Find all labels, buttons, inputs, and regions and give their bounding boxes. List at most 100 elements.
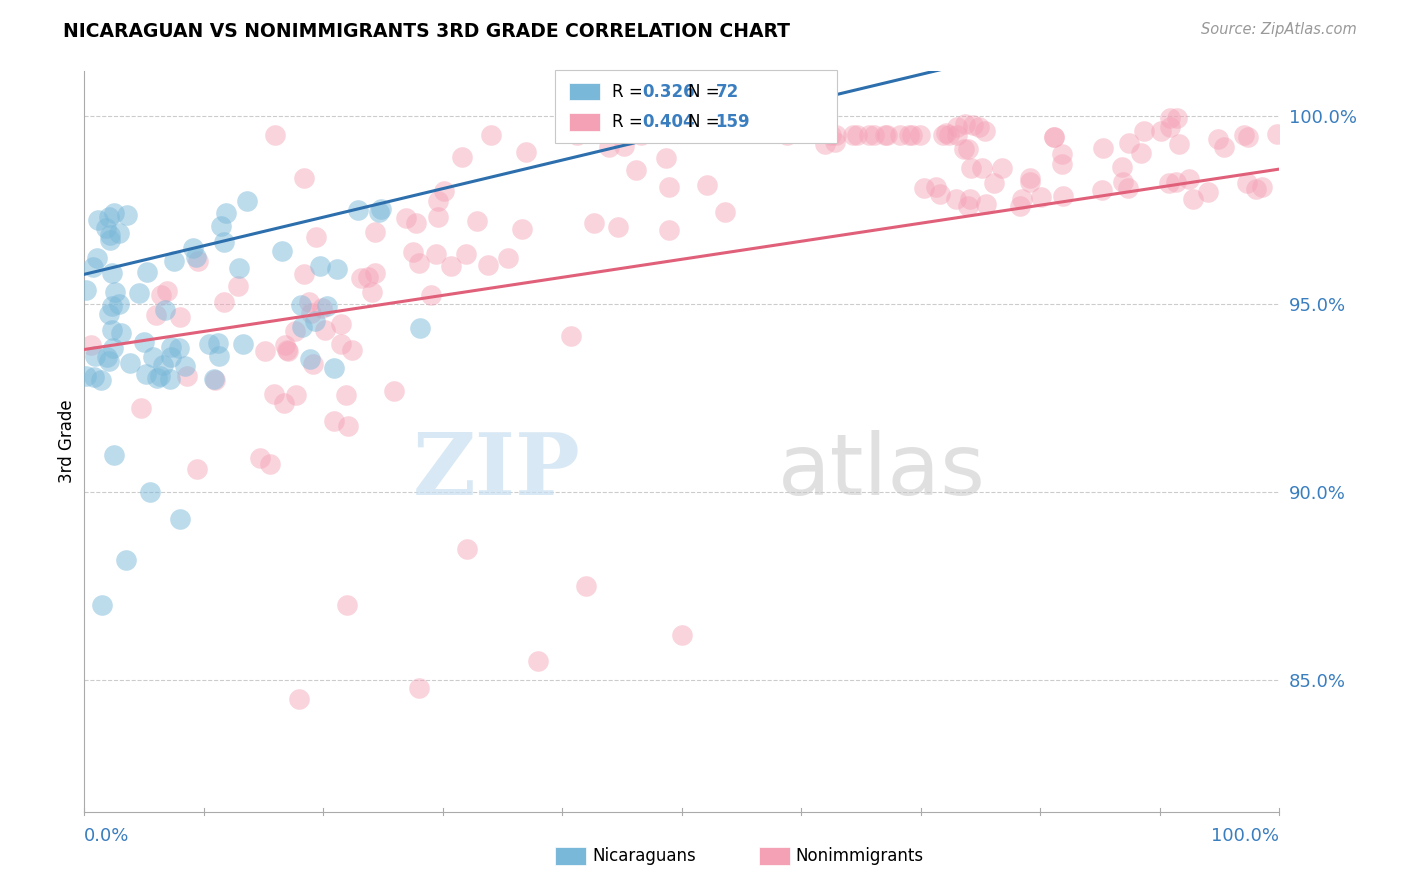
Point	[862, 128, 884, 143]
Point	[184, 250, 207, 264]
Point	[408, 681, 430, 695]
Point	[87, 213, 110, 227]
Point	[967, 120, 990, 135]
Point	[101, 323, 124, 337]
Point	[1091, 183, 1114, 197]
Point	[236, 194, 259, 208]
Point	[285, 388, 308, 402]
Point	[187, 253, 209, 268]
Point	[932, 128, 955, 143]
Point	[364, 266, 387, 280]
Point	[1237, 130, 1260, 145]
Point	[465, 214, 488, 228]
Point	[97, 211, 120, 225]
Point	[128, 285, 150, 300]
Y-axis label: 3rd Grade: 3rd Grade	[58, 400, 76, 483]
Point	[277, 344, 299, 359]
Point	[974, 196, 997, 211]
Point	[204, 374, 226, 388]
Point	[98, 227, 121, 242]
Point	[108, 297, 131, 311]
Point	[776, 128, 799, 143]
Point	[208, 349, 231, 363]
Point	[1029, 189, 1052, 203]
Point	[169, 511, 191, 525]
Point	[325, 261, 347, 276]
Point	[350, 271, 373, 285]
Text: 0.326: 0.326	[643, 83, 695, 101]
Point	[873, 128, 896, 143]
Point	[425, 247, 447, 261]
Point	[945, 120, 967, 134]
Point	[575, 579, 598, 593]
Point	[696, 178, 718, 192]
Text: Source: ZipAtlas.com: Source: ZipAtlas.com	[1201, 22, 1357, 37]
Point	[335, 387, 357, 401]
Point	[1050, 146, 1073, 161]
Point	[1246, 182, 1268, 196]
Point	[583, 215, 606, 229]
Point	[273, 396, 295, 410]
Point	[983, 176, 1005, 190]
Point	[209, 219, 232, 233]
Point	[914, 181, 936, 195]
Point	[1052, 188, 1074, 202]
Point	[565, 128, 588, 143]
Point	[75, 369, 97, 384]
Point	[104, 285, 127, 300]
Point	[149, 368, 172, 383]
Text: 0.404: 0.404	[643, 113, 695, 131]
Point	[129, 401, 152, 415]
Point	[382, 384, 405, 399]
Point	[1267, 127, 1289, 141]
Point	[409, 320, 432, 334]
Point	[357, 269, 380, 284]
Point	[617, 128, 640, 143]
Point	[908, 128, 931, 143]
Point	[253, 343, 276, 358]
Point	[290, 297, 312, 311]
Point	[135, 367, 157, 381]
Point	[1178, 172, 1201, 186]
Point	[323, 414, 346, 428]
Point	[1116, 180, 1139, 194]
Point	[264, 128, 287, 143]
Point	[527, 654, 550, 668]
Point	[456, 541, 478, 556]
Point	[136, 265, 159, 279]
Text: 0.0%: 0.0%	[84, 827, 129, 845]
Point	[340, 343, 363, 358]
Point	[159, 371, 181, 385]
Point	[156, 285, 179, 299]
Point	[186, 462, 208, 476]
Point	[167, 341, 190, 355]
Point	[1166, 112, 1188, 126]
Point	[606, 219, 628, 234]
Point	[496, 251, 519, 265]
Point	[440, 259, 463, 273]
Point	[91, 598, 114, 612]
Point	[1011, 192, 1033, 206]
Point	[1043, 129, 1066, 144]
Point	[134, 335, 156, 350]
Point	[183, 241, 205, 255]
Point	[288, 692, 311, 706]
Point	[145, 308, 167, 322]
Text: N =: N =	[688, 83, 724, 101]
Point	[292, 171, 315, 186]
Point	[824, 135, 846, 149]
Point	[83, 369, 105, 384]
Point	[477, 258, 499, 272]
Point	[1164, 175, 1187, 189]
Point	[945, 192, 967, 206]
Point	[103, 206, 125, 220]
Point	[960, 161, 983, 175]
Point	[368, 204, 391, 219]
Point	[1168, 137, 1191, 152]
Point	[479, 128, 502, 143]
Point	[101, 299, 124, 313]
Point	[1150, 123, 1173, 137]
Point	[291, 319, 314, 334]
Point	[304, 313, 326, 327]
Point	[515, 145, 537, 159]
